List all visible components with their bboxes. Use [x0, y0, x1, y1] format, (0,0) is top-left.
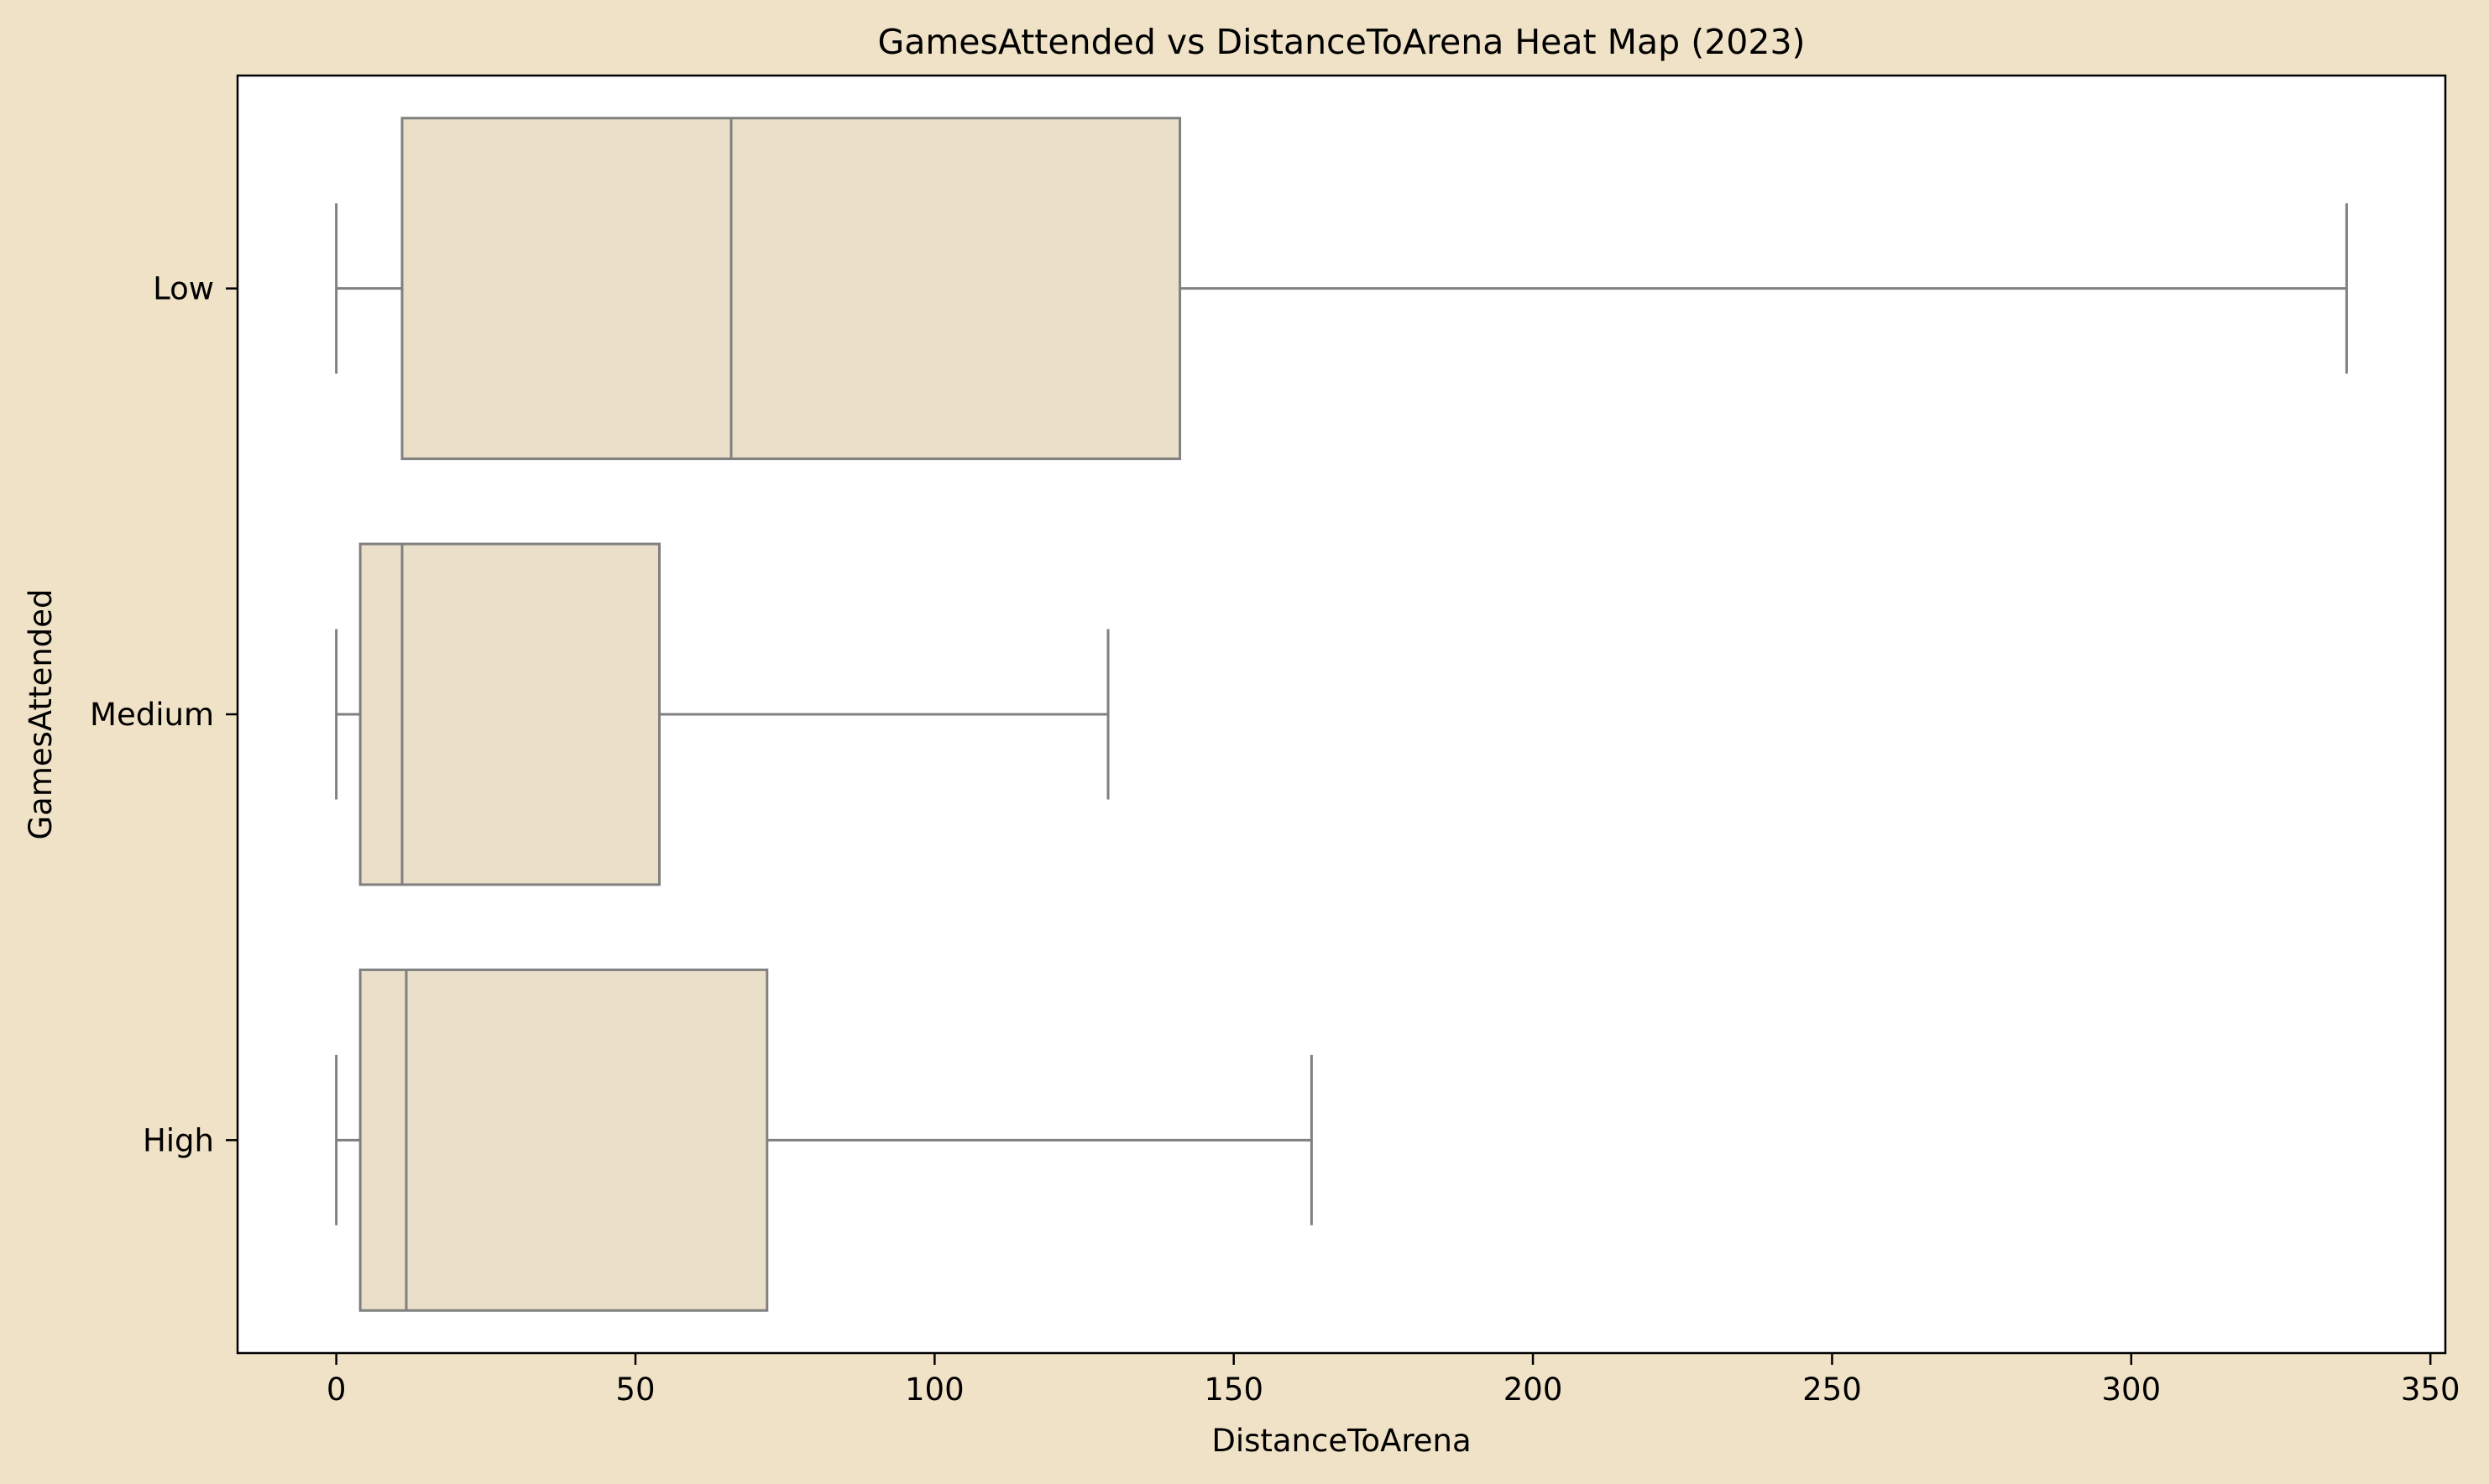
chart-title: GamesAttended vs DistanceToArena Heat Ma…	[877, 22, 1805, 62]
x-tick-label: 300	[2102, 1372, 2162, 1408]
iqr-box-high	[358, 968, 769, 1312]
x-axis-label: DistanceToArena	[1211, 1423, 1471, 1459]
x-tick-label: 250	[1802, 1372, 1862, 1408]
x-tick-label: 200	[1503, 1372, 1563, 1408]
box-low	[335, 117, 2348, 461]
x-axis-ticks: 0 50 100 150 200 250 300 350	[327, 1353, 2460, 1408]
box-medium	[335, 542, 1110, 886]
iqr-box-low	[400, 117, 1182, 461]
x-tick-label: 350	[2401, 1372, 2460, 1408]
x-tick-label: 100	[905, 1372, 965, 1408]
boxes-group	[335, 117, 2348, 1312]
box-high	[335, 968, 1313, 1312]
y-tick-label: High	[143, 1122, 214, 1158]
x-tick-label: 0	[327, 1372, 347, 1408]
iqr-box-medium	[358, 542, 661, 886]
x-tick-label: 150	[1204, 1372, 1263, 1408]
x-tick-label: 50	[615, 1372, 655, 1408]
y-tick-label: Medium	[90, 697, 214, 733]
y-axis-ticks: Low Medium High	[90, 271, 238, 1158]
y-axis-label: GamesAttended	[23, 588, 59, 839]
y-tick-label: Low	[153, 271, 214, 307]
